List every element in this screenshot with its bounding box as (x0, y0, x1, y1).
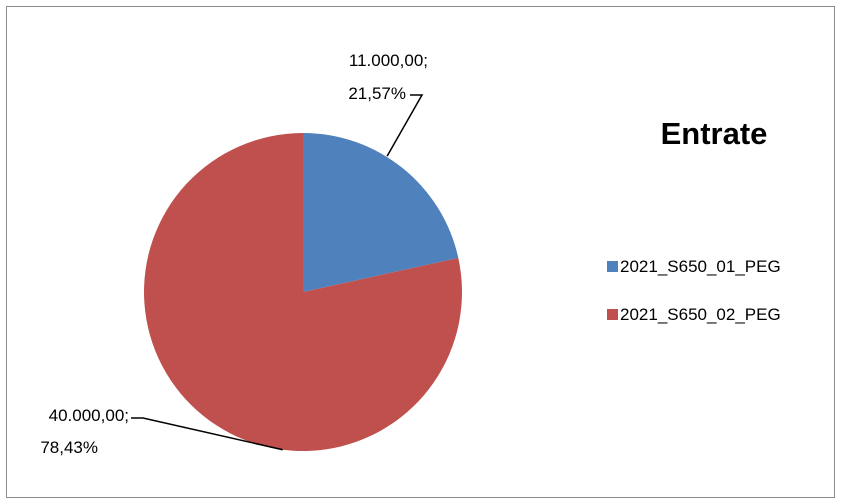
leader-lines (131, 94, 424, 451)
legend-swatch-1 (607, 309, 618, 320)
data-label-value-0: 11.000,00; (349, 51, 428, 70)
pie-slices (143, 133, 462, 451)
legend: 2021_S650_01_PEG 2021_S650_02_PEG (607, 257, 781, 324)
leader-line-0 (386, 94, 424, 157)
data-label-value-1: 40.000,00; (49, 406, 129, 425)
leader-line-1 (131, 417, 283, 451)
legend-swatch-0 (607, 261, 618, 272)
legend-label-1: 2021_S650_02_PEG (620, 305, 781, 324)
data-label-percent-1: 78,43% (40, 438, 98, 457)
data-label-percent-0: 21,57% (348, 84, 406, 103)
pie-slice-0 (303, 133, 459, 292)
pie-slice-1 (143, 133, 462, 451)
chart-title: Entrate (661, 116, 768, 151)
legend-label-0: 2021_S650_01_PEG (620, 257, 781, 276)
